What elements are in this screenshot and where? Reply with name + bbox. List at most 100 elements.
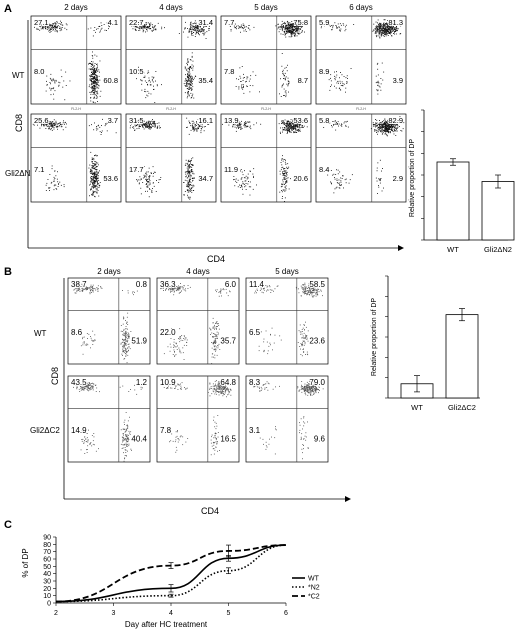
- facs-plot-frame: [245, 277, 329, 365]
- quadrant-value-dn: 22.0: [160, 328, 176, 337]
- quadrant-value-dp: 58.5: [309, 280, 325, 289]
- panel-a-bar-chart: WT Gli2ΔN2 Relative proportion of DP: [409, 109, 515, 254]
- c-ytick-label: 90: [43, 535, 51, 542]
- c-xtick-label: 2: [54, 610, 58, 617]
- facs-plot: 38.7 0.8 8.6 51.9: [67, 277, 151, 365]
- panel-b-letter: B: [4, 266, 12, 278]
- facs-events: [229, 20, 306, 98]
- quadrant-value-dp: 3.7: [108, 116, 118, 125]
- facs-plot: 13.9 53.6 11.9 20.6: [220, 113, 312, 203]
- facs-plot: 36.3 6.0 22.0 35.7: [156, 277, 240, 365]
- c-legend-label: WT: [308, 576, 320, 583]
- quadrant-value-cd8: 13.9: [224, 116, 239, 125]
- facs-plot: 25.6 3.7 7.1 53.6: [30, 113, 122, 203]
- facs-plot: 5.9 81.3 8.9 3.9: [315, 15, 407, 105]
- quadrant-value-cd4: 23.6: [309, 336, 325, 345]
- panel-a-day-headers: 2 days 4 days 5 days 6 days: [64, 3, 373, 12]
- facs-events: [34, 19, 115, 104]
- panel-b-day-headers: 2 days 4 days 5 days: [97, 267, 299, 276]
- facs-events: [160, 283, 231, 364]
- quadrant-value-dn: 14.9: [71, 426, 87, 435]
- facs-minor-axis-label: FL2-H: [166, 107, 176, 111]
- panel-c-ylabel: % of DP: [21, 548, 30, 577]
- facs-events: [163, 380, 235, 456]
- bar-ylabel: Relative proportion of DP: [371, 298, 378, 377]
- c-series-line-1: [55, 544, 287, 603]
- panel-a-letter: A: [4, 3, 12, 15]
- quadrant-value-dp: 0.8: [136, 280, 148, 289]
- facs-plot-frame: [30, 15, 122, 105]
- quadrant-value-cd8: 22.7: [129, 18, 144, 27]
- panel-b-day-header: 2 days: [97, 267, 121, 276]
- facs-events: [32, 118, 117, 198]
- quadrant-value-cd8: 36.3: [160, 280, 176, 289]
- facs-plot: 27.1 4.1 8.0 60.8: [30, 15, 122, 105]
- quadrant-value-dn: 3.1: [249, 426, 261, 435]
- quadrant-value-dp: 6.0: [225, 280, 237, 289]
- quadrant-value-dn: 8.4: [319, 165, 329, 174]
- quadrant-value-cd8: 8.3: [249, 378, 261, 387]
- quadrant-value-cd8: 10.9: [160, 378, 176, 387]
- panel-a-day-header: 2 days: [64, 3, 88, 12]
- c-legend-label: *N2: [308, 585, 320, 592]
- quadrant-value-dp: 64.8: [220, 378, 236, 387]
- facs-plot-frame: [67, 375, 151, 463]
- facs-events: [131, 20, 212, 103]
- quadrant-value-cd8: 5.8: [319, 116, 329, 125]
- quadrant-value-dp: 79.0: [309, 378, 325, 387]
- c-xtick-label: 6: [284, 610, 288, 617]
- bar: [445, 314, 479, 399]
- panel-a-day-header: 4 days: [159, 3, 183, 12]
- quadrant-value-cd4: 9.6: [314, 434, 326, 443]
- c-ytick-label: 10: [43, 593, 51, 600]
- facs-plot: 11.4 58.5 6.5 23.6: [245, 277, 329, 365]
- facs-plot: 22.7 31.4 10.5 35.4: [125, 15, 217, 105]
- bar: [481, 181, 515, 241]
- facs-plot-frame: [156, 277, 240, 365]
- facs-plot: 43.5 1.2 14.9 40.4: [67, 375, 151, 463]
- bar-ylabel: Relative proportion of DP: [409, 139, 416, 218]
- quadrant-value-cd4: 16.5: [220, 434, 236, 443]
- panel-a-facs-grid: 27.1 4.1 8.0 60.8 FL2-H 22.7 31.4 10.5 35.4 FL2-H…: [30, 15, 407, 203]
- c-ytick-label: 20: [43, 586, 51, 593]
- c-ytick-label: 30: [43, 579, 51, 586]
- quadrant-value-dn: 11.9: [224, 165, 238, 174]
- quadrant-value-dn: 8.9: [319, 67, 329, 76]
- quadrant-value-dp: 16.1: [198, 116, 213, 125]
- panel-b-day-header: 5 days: [275, 267, 299, 276]
- quadrant-value-cd4: 34.7: [198, 174, 213, 183]
- facs-events: [323, 116, 405, 194]
- quadrant-value-dp: 1.2: [136, 378, 148, 387]
- quadrant-value-cd8: 31.5: [129, 116, 144, 125]
- quadrant-value-dn: 7.8: [224, 67, 234, 76]
- quadrant-value-cd4: 60.8: [103, 76, 118, 85]
- quadrant-value-dn: 10.5: [129, 67, 144, 76]
- quadrant-value-cd4: 8.7: [298, 76, 308, 85]
- quadrant-value-dn: 17.7: [129, 165, 144, 174]
- bar-category-label: Gli2ΔN2: [484, 245, 512, 254]
- quadrant-value-cd8: 5.9: [319, 18, 329, 27]
- quadrant-value-cd4: 53.6: [103, 174, 118, 183]
- panel-b-xaxis-label: CD4: [201, 506, 219, 516]
- panel-b-day-header: 4 days: [186, 267, 210, 276]
- facs-plot-frame: [125, 15, 217, 105]
- quadrant-value-cd8: 11.4: [249, 280, 265, 289]
- facs-plot: 8.3 79.0 3.1 9.6: [245, 375, 329, 463]
- quadrant-value-cd8: 43.5: [71, 378, 87, 387]
- facs-plot-frame: [67, 277, 151, 365]
- c-xtick-label: 5: [227, 610, 231, 617]
- quadrant-value-cd8: 25.6: [34, 116, 49, 125]
- facs-events: [222, 117, 308, 202]
- quadrant-value-dn: 7.8: [160, 426, 172, 435]
- panel-a-xaxis-label: CD4: [207, 254, 225, 264]
- c-ytick-label: 70: [43, 549, 51, 556]
- panel-c-xlabel: Day after HC treatment: [125, 620, 208, 629]
- panel-a-xaxis-arrow: [398, 245, 404, 251]
- facs-events: [254, 282, 323, 357]
- facs-events: [73, 282, 141, 364]
- quadrant-value-dp: 81.3: [388, 18, 403, 27]
- quadrant-value-dp: 75.8: [293, 18, 308, 27]
- panel-b-row-label-mutant: Gli2ΔC2: [30, 426, 60, 435]
- facs-plot-frame: [315, 113, 407, 203]
